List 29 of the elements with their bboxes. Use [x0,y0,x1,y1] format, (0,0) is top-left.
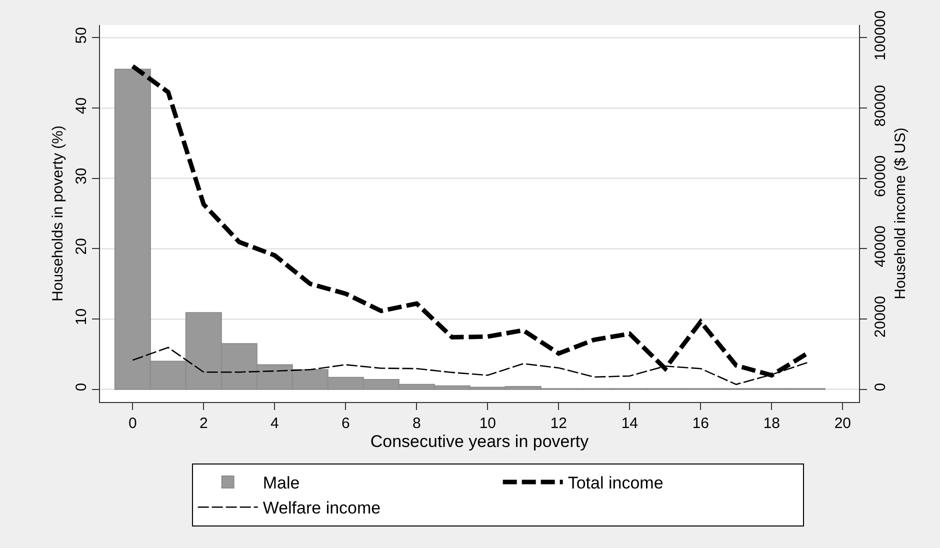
legend-label: Welfare income [262,498,381,518]
y2-tick-label: 20000 [872,296,889,338]
x-tick-label: 6 [341,415,350,432]
y-tick-label: 40 [73,97,90,114]
legend-label: Male [262,474,300,493]
y2-tick-label: 60000 [872,155,889,197]
y2-tick-label: 100000 [872,10,889,60]
x-tick-label: 16 [692,415,710,432]
x-tick-label: 2 [199,415,208,432]
y-tick-label: 20 [73,238,90,255]
x-tick-label: 10 [479,415,496,432]
x-tick-label: 0 [128,415,137,432]
y-tick-label: 10 [73,308,90,326]
y-axis-title: Households in poverty (%) [49,126,66,302]
x-tick-label: 20 [834,415,852,432]
y-tick-label: 30 [73,168,90,184]
y2-tick-label: 0 [872,382,889,392]
legend-label: Total income [568,474,664,493]
y2-tick-label: 80000 [872,84,889,127]
y2-tick-label: 40000 [872,226,889,268]
y-tick-label: 0 [73,382,90,392]
x-tick-label: 18 [763,415,780,432]
y-tick-label: 50 [73,27,90,44]
y2-axis-title: Household income ($ US) [892,128,909,300]
x-tick-label: 4 [270,415,279,432]
x-tick-label: 14 [621,415,638,432]
x-tick-label: 8 [412,415,421,432]
x-axis-title: Consecutive years in poverty [370,432,590,451]
x-tick-label: 12 [550,415,568,432]
